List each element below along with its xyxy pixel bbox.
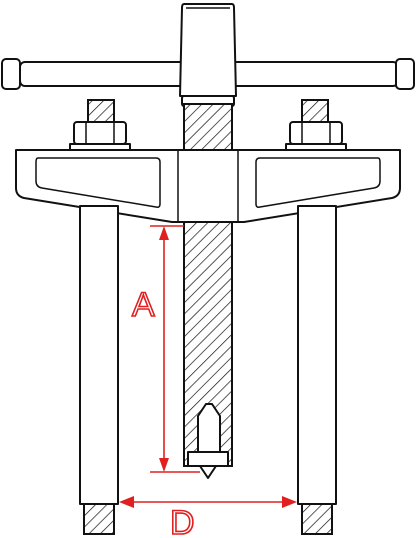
handle-knob [179, 3, 237, 97]
left-leg-body [79, 205, 119, 505]
handle-right-cap [395, 58, 415, 90]
tip-collar [187, 451, 229, 467]
left-leg-tip [83, 503, 115, 535]
right-bolt-thread [301, 99, 329, 123]
dim-d-label: D [170, 504, 195, 538]
right-bolt-assembly [285, 99, 347, 153]
right-leg-body [297, 205, 337, 505]
tip-pin [197, 403, 221, 453]
dim-d-arrow-left [119, 496, 134, 508]
right-nut [289, 121, 343, 145]
dimension-d: D [119, 496, 297, 538]
dim-a-arrow-top [159, 226, 169, 240]
dim-d-arrow-right [282, 496, 297, 508]
crossbeam [15, 149, 401, 223]
dim-a-label: A [132, 286, 155, 324]
right-leg [297, 205, 337, 535]
crossbeam-body [15, 149, 401, 223]
left-bolt-assembly [69, 99, 131, 153]
crossbeam-left-recess [35, 157, 161, 208]
left-bolt-thread [87, 99, 115, 123]
tip-point [199, 465, 217, 479]
crossbeam-right-recess [255, 157, 381, 208]
spindle-tip [187, 403, 229, 479]
t-handle [1, 3, 415, 107]
right-leg-tip [301, 503, 333, 535]
dim-a-arrow-bottom [159, 458, 169, 472]
left-nut [73, 121, 127, 145]
handle-left-cap [1, 58, 21, 90]
dimension-a: A [131, 225, 200, 473]
left-leg [79, 205, 119, 535]
